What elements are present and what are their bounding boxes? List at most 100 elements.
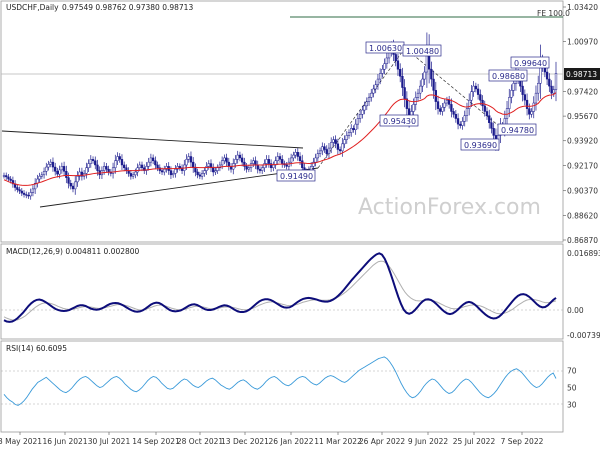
rsi-axis: 70 50 30 (567, 367, 577, 410)
macd-line (3, 252, 557, 323)
x-tick-label: 16 Jun 2021 (42, 437, 87, 446)
candle (56, 167, 59, 178)
candle (456, 113, 460, 130)
candle (379, 68, 382, 85)
x-tick-label: 30 Jul 2021 (88, 437, 131, 446)
candle (76, 171, 79, 187)
chart-symbol: USDCHF,Daily (6, 3, 59, 12)
macd-tick-label: -0.007393 (567, 331, 600, 340)
candle (91, 156, 95, 164)
fe-label: FE 100.0 (537, 9, 570, 18)
candle (189, 151, 193, 168)
candle (356, 113, 360, 130)
candle (265, 155, 268, 168)
candle (174, 164, 177, 178)
candle (323, 143, 326, 153)
candle (327, 142, 331, 159)
candle (241, 153, 244, 167)
candle (525, 93, 529, 116)
candle (123, 161, 126, 172)
candle (448, 95, 451, 109)
candle (354, 119, 357, 135)
macd-tick-label: 0.00 (567, 306, 584, 315)
candle (156, 161, 159, 172)
price-tick-label: 1.00970 (567, 37, 598, 46)
candle (5, 172, 8, 180)
candle (488, 109, 491, 129)
triangle-lower-trendline (39, 167, 319, 208)
annotation-0.98680: 0.98680 (488, 69, 528, 82)
candle (178, 163, 181, 171)
macd-axis: 0.016893 0.00 -0.007393 (567, 249, 600, 340)
candle (31, 185, 35, 197)
candle (120, 154, 124, 171)
macd-label: MACD(12,26,9) 0.004811 0.002800 (6, 247, 140, 256)
candle (18, 186, 21, 194)
candle (479, 89, 482, 106)
candle (374, 80, 377, 94)
candles-layer (2, 32, 558, 200)
candle (332, 136, 335, 146)
candle (523, 89, 526, 106)
candle (214, 167, 217, 175)
candle (292, 151, 295, 162)
candle (105, 162, 108, 173)
candle (29, 188, 32, 200)
candle (361, 105, 364, 119)
candle (94, 156, 97, 170)
price-tick-label: 1.03420 (567, 3, 598, 12)
candle (314, 153, 317, 167)
candle (111, 162, 115, 179)
candle (325, 145, 328, 158)
candle (243, 157, 246, 171)
x-tick-label: 28 Oct 2021 (177, 437, 224, 446)
macd-panel-frame (0, 243, 564, 340)
candle (140, 161, 144, 172)
candle (60, 162, 64, 174)
current-price-label: 0.98713 (566, 70, 597, 79)
candle (463, 110, 466, 127)
candle (483, 100, 486, 117)
candle (454, 110, 457, 123)
candle (510, 84, 513, 104)
candle (261, 164, 264, 174)
candle (267, 155, 271, 168)
candle (87, 159, 90, 173)
svg-text:0.91490: 0.91490 (280, 172, 313, 181)
x-tick-label: 11 Mar 2022 (314, 437, 362, 446)
candle (269, 159, 273, 173)
candle (550, 80, 553, 100)
candle (187, 153, 190, 163)
projection-line-2 (404, 47, 506, 132)
candle (218, 161, 222, 172)
candle (450, 98, 453, 118)
candle (508, 88, 511, 118)
candle (545, 66, 549, 85)
candle (416, 88, 420, 102)
price-tick-label: 0.90370 (567, 187, 598, 196)
candle (338, 146, 342, 154)
candle (548, 73, 551, 93)
watermark: ActionForex.com (358, 195, 541, 220)
candle (138, 161, 141, 172)
candle (131, 171, 135, 180)
candle (85, 162, 88, 179)
candle (281, 155, 284, 168)
candle (116, 152, 119, 165)
candle (247, 164, 250, 173)
candle (165, 162, 168, 173)
annotation-0.94780: 0.94780 (497, 123, 537, 136)
candle (452, 108, 455, 118)
candle (38, 172, 41, 183)
candle (207, 160, 210, 170)
candle (276, 152, 279, 165)
candle (89, 155, 92, 168)
candle (401, 67, 404, 96)
candle (534, 85, 538, 111)
candle (474, 82, 478, 93)
candle (176, 162, 179, 173)
rsi-tick-label: 30 (567, 401, 577, 410)
candle (136, 163, 139, 177)
x-axis: 3 May 2021 16 Jun 2021 30 Jul 2021 14 Sep 2… (0, 432, 544, 446)
candle (445, 96, 449, 107)
